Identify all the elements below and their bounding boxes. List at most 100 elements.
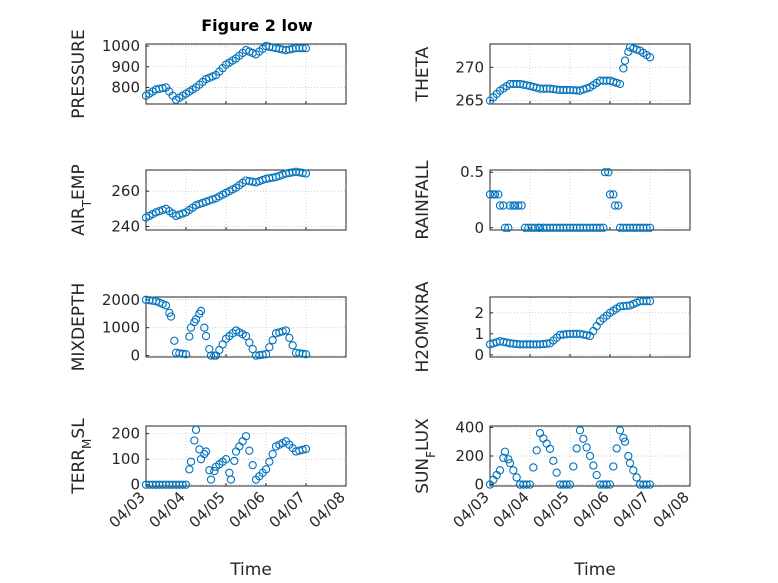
x-tick-label: 04/07 <box>266 488 309 531</box>
data-point <box>490 190 500 199</box>
data-point <box>238 437 247 446</box>
x-tick-label: 04/03 <box>450 488 493 531</box>
data-point <box>505 201 515 210</box>
data-point <box>645 53 655 62</box>
data-point <box>620 56 630 65</box>
data-point <box>562 480 571 489</box>
data-point <box>301 43 311 53</box>
data-point <box>235 442 244 451</box>
data-point <box>620 437 630 446</box>
data-point <box>268 336 277 345</box>
y-tick-label: 200 <box>111 425 140 443</box>
data-point <box>191 425 201 434</box>
data-point <box>248 344 257 354</box>
data-point <box>575 426 585 435</box>
y-tick-label: 100 <box>111 450 140 468</box>
y-axis-label-part: T <box>80 199 94 208</box>
data-point <box>624 47 633 56</box>
y-axis-label: PRESSURE <box>69 29 89 118</box>
data-point <box>604 168 613 177</box>
data-point <box>196 306 206 316</box>
data-point <box>178 480 187 489</box>
y-tick-label: 400 <box>455 418 484 436</box>
data-point <box>230 456 239 466</box>
data-point <box>582 331 591 340</box>
y-axis-label-part: AIR <box>69 207 89 236</box>
data-point <box>609 462 618 471</box>
y-axis-label-part: M <box>80 439 94 449</box>
y-axis-label-part: SL <box>69 418 89 439</box>
data-point <box>281 326 291 335</box>
y-tick-label: 1 <box>474 325 484 343</box>
data-point <box>632 473 641 482</box>
data-point <box>569 462 578 471</box>
data-point <box>530 223 540 232</box>
data-point <box>625 458 635 468</box>
y-axis-label: THETA <box>413 46 433 102</box>
data-point <box>225 468 234 477</box>
y-tick-label: 265 <box>455 92 484 110</box>
data-point <box>298 349 307 358</box>
y-tick-label: 240 <box>111 217 140 235</box>
y-tick-label: 0 <box>130 347 140 365</box>
data-point <box>610 201 620 210</box>
y-tick-label: 260 <box>111 182 140 200</box>
x-tick-label: 04/04 <box>146 488 189 531</box>
data-point <box>265 457 274 466</box>
data-point <box>619 64 628 73</box>
y-tick-label: 0 <box>130 476 140 494</box>
y-axis-label-part: EMP <box>69 164 89 200</box>
data-point <box>585 451 595 461</box>
data-point <box>261 350 271 359</box>
data-point <box>241 331 251 341</box>
y-tick-label: 900 <box>111 58 140 76</box>
y-tick-label: 0 <box>474 219 484 237</box>
data-point <box>185 465 194 474</box>
panel-pressure: 800 900 1000 PRESSURE <box>69 29 347 119</box>
data-point <box>245 338 254 347</box>
axes-box <box>145 169 347 231</box>
data-point <box>505 458 515 468</box>
data-point <box>298 445 307 454</box>
data-point <box>517 201 526 210</box>
data-point <box>589 461 598 470</box>
data-point <box>495 201 505 210</box>
data-point <box>532 446 541 455</box>
y-axis-label: H2OMIXRA <box>413 281 433 372</box>
y-tick-label: 0 <box>474 476 484 494</box>
figure-title: Figure 2 low <box>201 16 313 35</box>
data-point <box>248 460 257 470</box>
data-point <box>615 79 625 89</box>
y-tick-label: 2000 <box>102 291 140 309</box>
y-tick-label: 2 <box>474 304 484 322</box>
data-point <box>301 169 311 178</box>
data-point <box>165 308 174 317</box>
x-tick-label: 04/06 <box>226 488 269 531</box>
data-point <box>542 339 551 348</box>
data-point <box>619 433 628 443</box>
data-point <box>545 444 555 454</box>
x-tick-label: 04/08 <box>650 488 693 531</box>
axes-box <box>145 425 347 487</box>
panel-rainfall: 0 0.5 RAINFALL <box>413 160 691 240</box>
axes-box <box>145 43 347 105</box>
data-point <box>645 297 655 306</box>
y-tick-label: 270 <box>455 58 484 76</box>
data-point <box>612 78 621 88</box>
data-point <box>285 333 294 343</box>
data-point <box>632 45 641 54</box>
data-point <box>265 343 274 352</box>
y-axis-label-part: TERR <box>69 449 89 495</box>
panel-air-temp: 240 260 AIRTEMP <box>69 164 347 236</box>
data-point <box>245 446 254 455</box>
data-point <box>200 323 209 332</box>
data-point <box>258 350 267 359</box>
data-point <box>605 480 615 489</box>
data-point <box>525 480 535 489</box>
data-point <box>261 465 271 474</box>
data-point <box>535 428 545 438</box>
y-tick-label: 1000 <box>102 319 140 337</box>
